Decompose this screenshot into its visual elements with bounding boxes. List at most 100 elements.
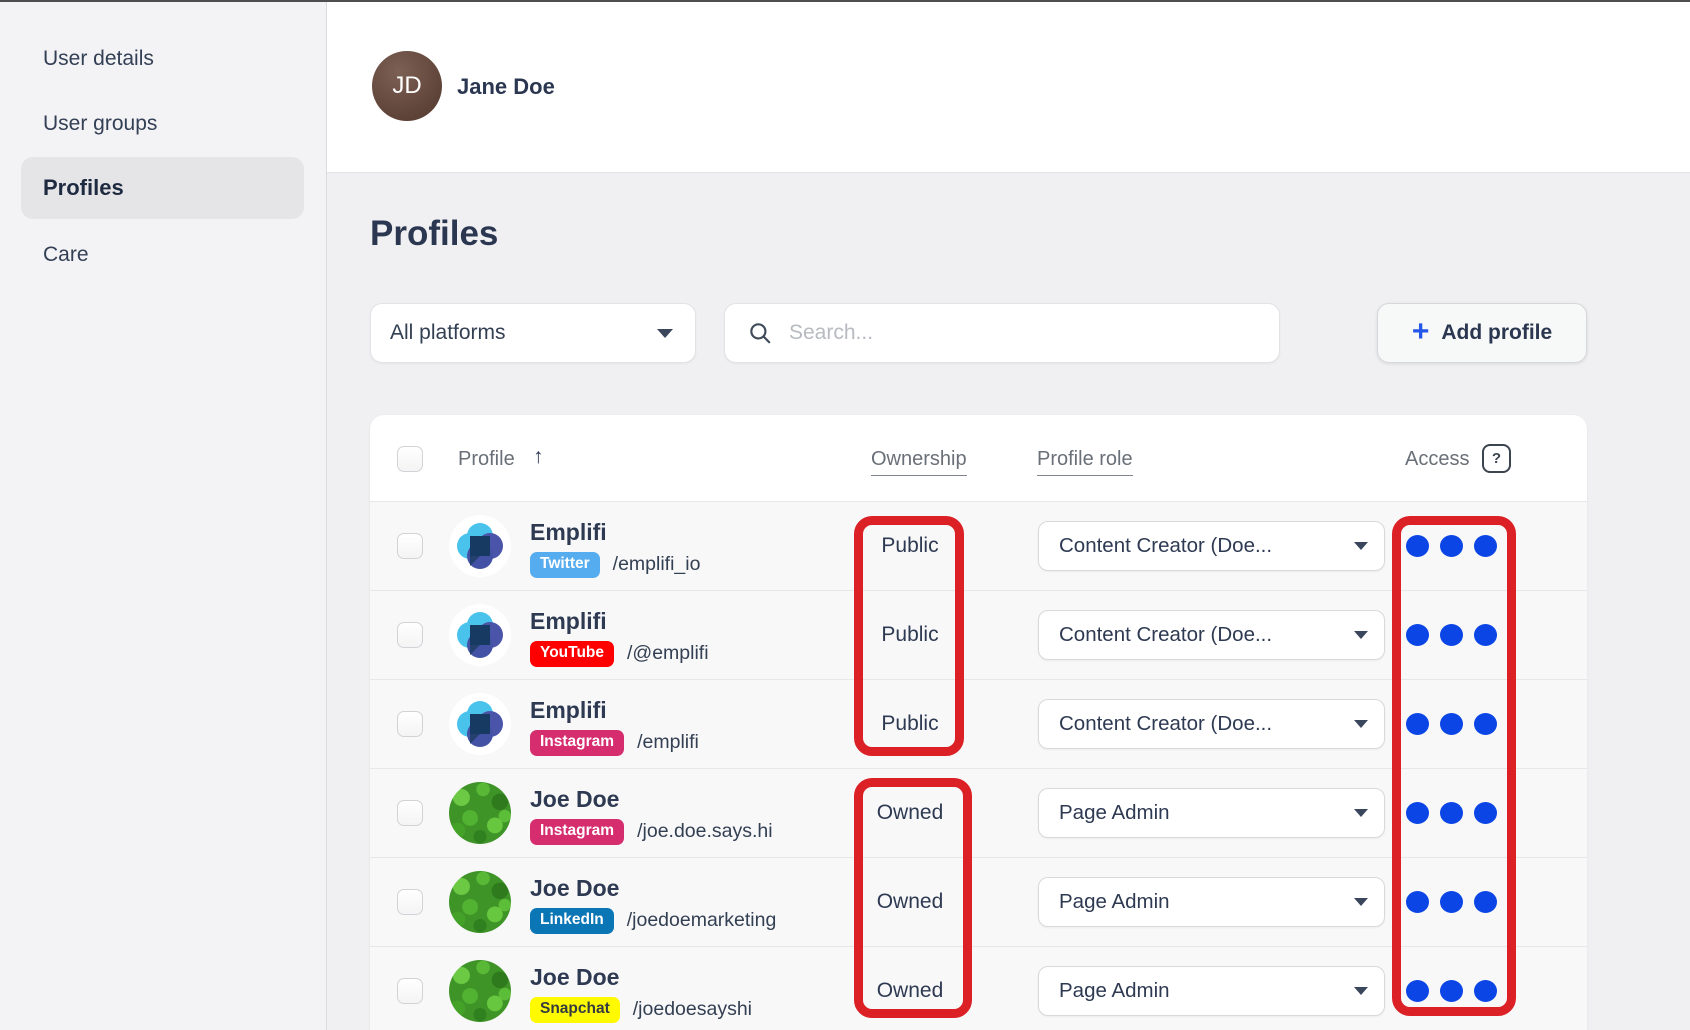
avatar: JD bbox=[372, 51, 442, 121]
search-box bbox=[724, 303, 1280, 363]
profile-role-value: Content Creator (Doe... bbox=[1059, 534, 1273, 557]
platform-badge: YouTube bbox=[530, 641, 614, 667]
access-dot bbox=[1474, 980, 1497, 1002]
profile-avatar bbox=[449, 782, 511, 844]
ownership-value: Public bbox=[881, 534, 939, 557]
plus-icon: + bbox=[1411, 314, 1430, 348]
platform-badge: Snapchat bbox=[530, 997, 620, 1023]
chevron-down-icon bbox=[1354, 809, 1368, 817]
profile-name: Joe Doe bbox=[530, 875, 620, 901]
table-row: Joe Doe LinkedIn /joedoemarketing Owned … bbox=[370, 858, 1587, 947]
sort-ascending-icon[interactable]: ↑ bbox=[533, 445, 544, 468]
platform-filter-value: All platforms bbox=[390, 321, 506, 344]
ownership-value: Public bbox=[881, 712, 939, 735]
row-checkbox[interactable] bbox=[397, 622, 423, 648]
access-dot bbox=[1440, 713, 1463, 735]
profile-role-select[interactable]: Page Admin bbox=[1038, 966, 1385, 1016]
chevron-down-icon bbox=[1354, 631, 1368, 639]
ownership-value: Owned bbox=[876, 801, 944, 824]
row-checkbox[interactable] bbox=[397, 800, 423, 826]
access-dot bbox=[1406, 980, 1429, 1002]
platform-badge: LinkedIn bbox=[530, 908, 614, 934]
profile-role-value: Content Creator (Doe... bbox=[1059, 712, 1273, 735]
emplifi-logo-icon bbox=[449, 515, 511, 577]
profile-role-select[interactable]: Page Admin bbox=[1038, 788, 1385, 838]
ownership-value: Owned bbox=[876, 979, 944, 1002]
ownership-value: Owned bbox=[876, 890, 944, 913]
access-dot bbox=[1406, 713, 1429, 735]
emplifi-logo-icon bbox=[449, 693, 511, 755]
page-title: Profiles bbox=[370, 214, 499, 253]
profile-handle: /joedoesayshi bbox=[632, 998, 753, 1021]
search-input[interactable] bbox=[787, 320, 1263, 346]
main-panel: JD Jane Doe Profiles All platforms + Add… bbox=[327, 2, 1690, 1030]
profile-role-select[interactable]: Content Creator (Doe... bbox=[1038, 699, 1385, 749]
profile-handle: /joe.doe.says.hi bbox=[637, 820, 773, 843]
table-row: Joe Doe Snapchat /joedoesayshi Owned Pag… bbox=[370, 947, 1587, 1030]
row-checkbox[interactable] bbox=[397, 711, 423, 737]
search-icon bbox=[750, 323, 771, 344]
add-profile-label: Add profile bbox=[1441, 321, 1553, 344]
column-header-profile-role: Profile role bbox=[1037, 448, 1133, 476]
column-header-ownership: Ownership bbox=[871, 448, 967, 476]
sidebar-item-user-groups[interactable]: User groups bbox=[43, 112, 158, 135]
profile-name: Joe Doe bbox=[530, 786, 620, 812]
access-dot bbox=[1440, 535, 1463, 557]
profile-role-value: Content Creator (Doe... bbox=[1059, 623, 1273, 646]
access-dot bbox=[1440, 802, 1463, 824]
sidebar-item-care[interactable]: Care bbox=[43, 243, 89, 266]
profile-handle: /@emplifi bbox=[627, 642, 709, 665]
profile-name: Joe Doe bbox=[530, 964, 620, 990]
settings-sidebar: User details User groups Profiles Care bbox=[0, 2, 327, 1030]
profile-name: Emplifi bbox=[530, 519, 607, 545]
platform-badge: Instagram bbox=[530, 730, 625, 756]
user-name: Jane Doe bbox=[457, 74, 555, 99]
access-dots bbox=[1406, 858, 1497, 946]
access-dot bbox=[1406, 802, 1429, 824]
emplifi-logo-icon bbox=[449, 604, 511, 666]
profile-avatar bbox=[449, 960, 511, 1022]
platform-filter-select[interactable]: All platforms bbox=[370, 303, 696, 363]
column-header-access: Access bbox=[1405, 448, 1470, 470]
access-dots bbox=[1406, 502, 1497, 590]
profile-role-select[interactable]: Page Admin bbox=[1038, 877, 1385, 927]
chevron-down-icon bbox=[1354, 898, 1368, 906]
profile-role-value: Page Admin bbox=[1059, 801, 1170, 824]
table-row: Emplifi YouTube /@emplifi Public Content… bbox=[370, 591, 1587, 680]
access-dots bbox=[1406, 591, 1497, 679]
access-dot bbox=[1474, 713, 1497, 735]
column-header-profile[interactable]: Profile bbox=[458, 448, 515, 470]
chevron-down-icon bbox=[1354, 542, 1368, 550]
profile-handle: /joedoemarketing bbox=[626, 909, 777, 932]
ownership-value: Public bbox=[881, 623, 939, 646]
profile-role-select[interactable]: Content Creator (Doe... bbox=[1038, 610, 1385, 660]
sidebar-item-user-details[interactable]: User details bbox=[43, 47, 154, 70]
profile-role-select[interactable]: Content Creator (Doe... bbox=[1038, 521, 1385, 571]
platform-badge: Instagram bbox=[530, 819, 625, 845]
help-icon[interactable]: ? bbox=[1482, 444, 1511, 473]
profile-avatar bbox=[449, 871, 511, 933]
access-dot bbox=[1474, 891, 1497, 913]
chevron-down-icon bbox=[657, 328, 673, 338]
window-top-edge bbox=[0, 0, 1690, 2]
profile-role-value: Page Admin bbox=[1059, 979, 1170, 1002]
chevron-down-icon bbox=[1354, 720, 1368, 728]
add-profile-button[interactable]: + Add profile bbox=[1377, 303, 1587, 363]
row-checkbox[interactable] bbox=[397, 889, 423, 915]
table-row: Emplifi Instagram /emplifi Public Conten… bbox=[370, 680, 1587, 769]
row-checkbox[interactable] bbox=[397, 533, 423, 559]
access-dot bbox=[1474, 535, 1497, 557]
profile-role-value: Page Admin bbox=[1059, 890, 1170, 913]
sidebar-item-label: Profiles bbox=[43, 175, 124, 200]
profile-name: Emplifi bbox=[530, 697, 607, 723]
row-checkbox[interactable] bbox=[397, 978, 423, 1004]
sidebar-item-profiles[interactable]: Profiles bbox=[21, 157, 304, 219]
table-header-row: Profile ↑ Ownership Profile role Access … bbox=[370, 415, 1587, 502]
select-all-checkbox[interactable] bbox=[397, 446, 423, 472]
access-dot bbox=[1474, 624, 1497, 646]
access-dot bbox=[1406, 535, 1429, 557]
profiles-table: Profile ↑ Ownership Profile role Access … bbox=[370, 415, 1587, 1030]
access-dot bbox=[1440, 624, 1463, 646]
access-dots bbox=[1406, 947, 1497, 1030]
